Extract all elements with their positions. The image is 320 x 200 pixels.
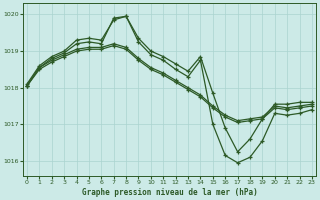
X-axis label: Graphe pression niveau de la mer (hPa): Graphe pression niveau de la mer (hPa) (82, 188, 257, 197)
